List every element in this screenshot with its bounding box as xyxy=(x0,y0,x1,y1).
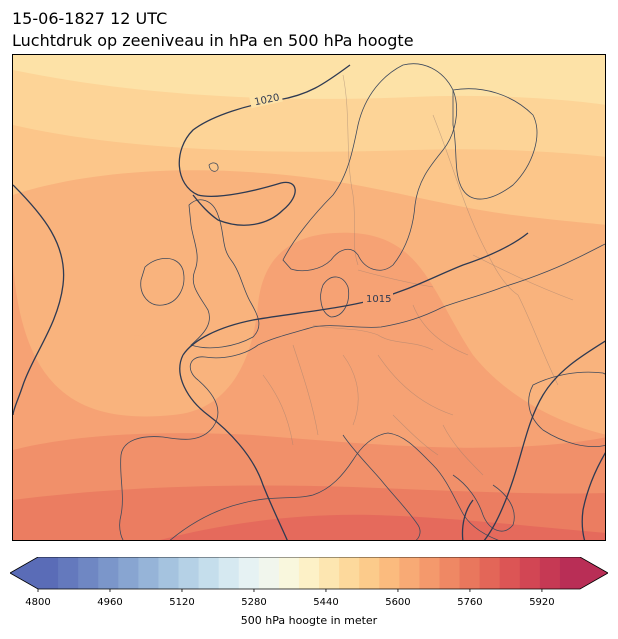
coast-west-europe xyxy=(119,344,259,540)
colorbar-segment xyxy=(198,557,220,589)
isobar-west xyxy=(13,184,65,416)
colorbar-segment xyxy=(339,557,360,589)
colorbar-extend-high xyxy=(580,557,608,589)
colorbar-segment xyxy=(78,557,99,589)
isobar-south2 xyxy=(461,499,474,540)
isobar-east2 xyxy=(581,452,605,540)
colorbar-label: 500 hPa hoogte in meter xyxy=(240,614,378,627)
coast-continent xyxy=(257,243,605,346)
colorbar-segment xyxy=(559,557,581,589)
map-panel: 1020 1015 xyxy=(12,54,606,541)
colorbar-tick-label: 5120 xyxy=(169,597,195,608)
isobar-label-1020: 1020 xyxy=(253,92,280,108)
colorbar-tick-label: 5440 xyxy=(313,597,339,608)
height-band-8 xyxy=(160,514,605,540)
colorbar-segment xyxy=(359,557,380,589)
colorbar-segment xyxy=(379,557,400,589)
colorbar-tick-label: 4800 xyxy=(25,597,51,608)
coast-ireland xyxy=(140,257,185,306)
colorbar-segment xyxy=(419,557,440,589)
map-datetime: 15-06-1827 12 UTC xyxy=(12,9,168,28)
colorbar-segment xyxy=(58,557,79,589)
colorbar-segment xyxy=(439,557,461,589)
coast-faroe xyxy=(208,162,219,172)
colorbar-segment xyxy=(539,557,561,589)
coastlines xyxy=(119,63,605,540)
colorbar-segment xyxy=(138,557,159,589)
colorbar-segment xyxy=(218,557,240,589)
height-fill-bands xyxy=(13,55,605,540)
colorbar-ticks xyxy=(37,589,543,592)
colorbar-tick-label: 5280 xyxy=(241,597,267,608)
colorbar-segment xyxy=(98,557,119,589)
colorbar-segment xyxy=(519,557,541,589)
colorbar-segment xyxy=(319,557,340,589)
colorbar-segment xyxy=(298,557,320,589)
coast-denmark xyxy=(320,276,350,318)
coast-black-sea xyxy=(528,371,605,448)
isobar-label-1015: 1015 xyxy=(366,294,391,305)
colorbar-extend-low xyxy=(10,557,38,589)
isobar-south xyxy=(179,354,288,540)
colorbar xyxy=(10,557,608,592)
colorbar-segment xyxy=(118,557,139,589)
colorbar-segment xyxy=(238,557,260,589)
height-band-small-blob xyxy=(134,335,146,343)
colorbar-segment xyxy=(399,557,420,589)
coast-mediterranean xyxy=(169,432,499,540)
coast-scandinavia xyxy=(282,63,458,272)
colorbar-segments xyxy=(38,557,581,589)
coast-italy xyxy=(342,434,421,540)
colorbar-tick-label: 5760 xyxy=(457,597,483,608)
isobar-east xyxy=(483,340,605,540)
colorbar-segment xyxy=(499,557,521,589)
coast-greece xyxy=(452,474,515,532)
colorbar-segment xyxy=(178,557,200,589)
colorbar-segment xyxy=(278,557,300,589)
colorbar-tick-label: 4960 xyxy=(97,597,123,608)
coast-britain xyxy=(188,199,260,349)
map-title: Luchtdruk op zeeniveau in hPa en 500 hPa… xyxy=(12,31,414,50)
colorbar-tick-label: 5920 xyxy=(529,597,555,608)
colorbar-segment xyxy=(38,557,59,589)
colorbar-segment xyxy=(158,557,180,589)
map-canvas: 1020 1015 xyxy=(13,55,605,540)
colorbar-segment xyxy=(459,557,481,589)
coast-finland xyxy=(452,88,538,200)
colorbar-segment xyxy=(479,557,501,589)
colorbar-tick-label: 5600 xyxy=(385,597,411,608)
country-borders xyxy=(262,74,574,476)
colorbar-segment xyxy=(258,557,280,589)
